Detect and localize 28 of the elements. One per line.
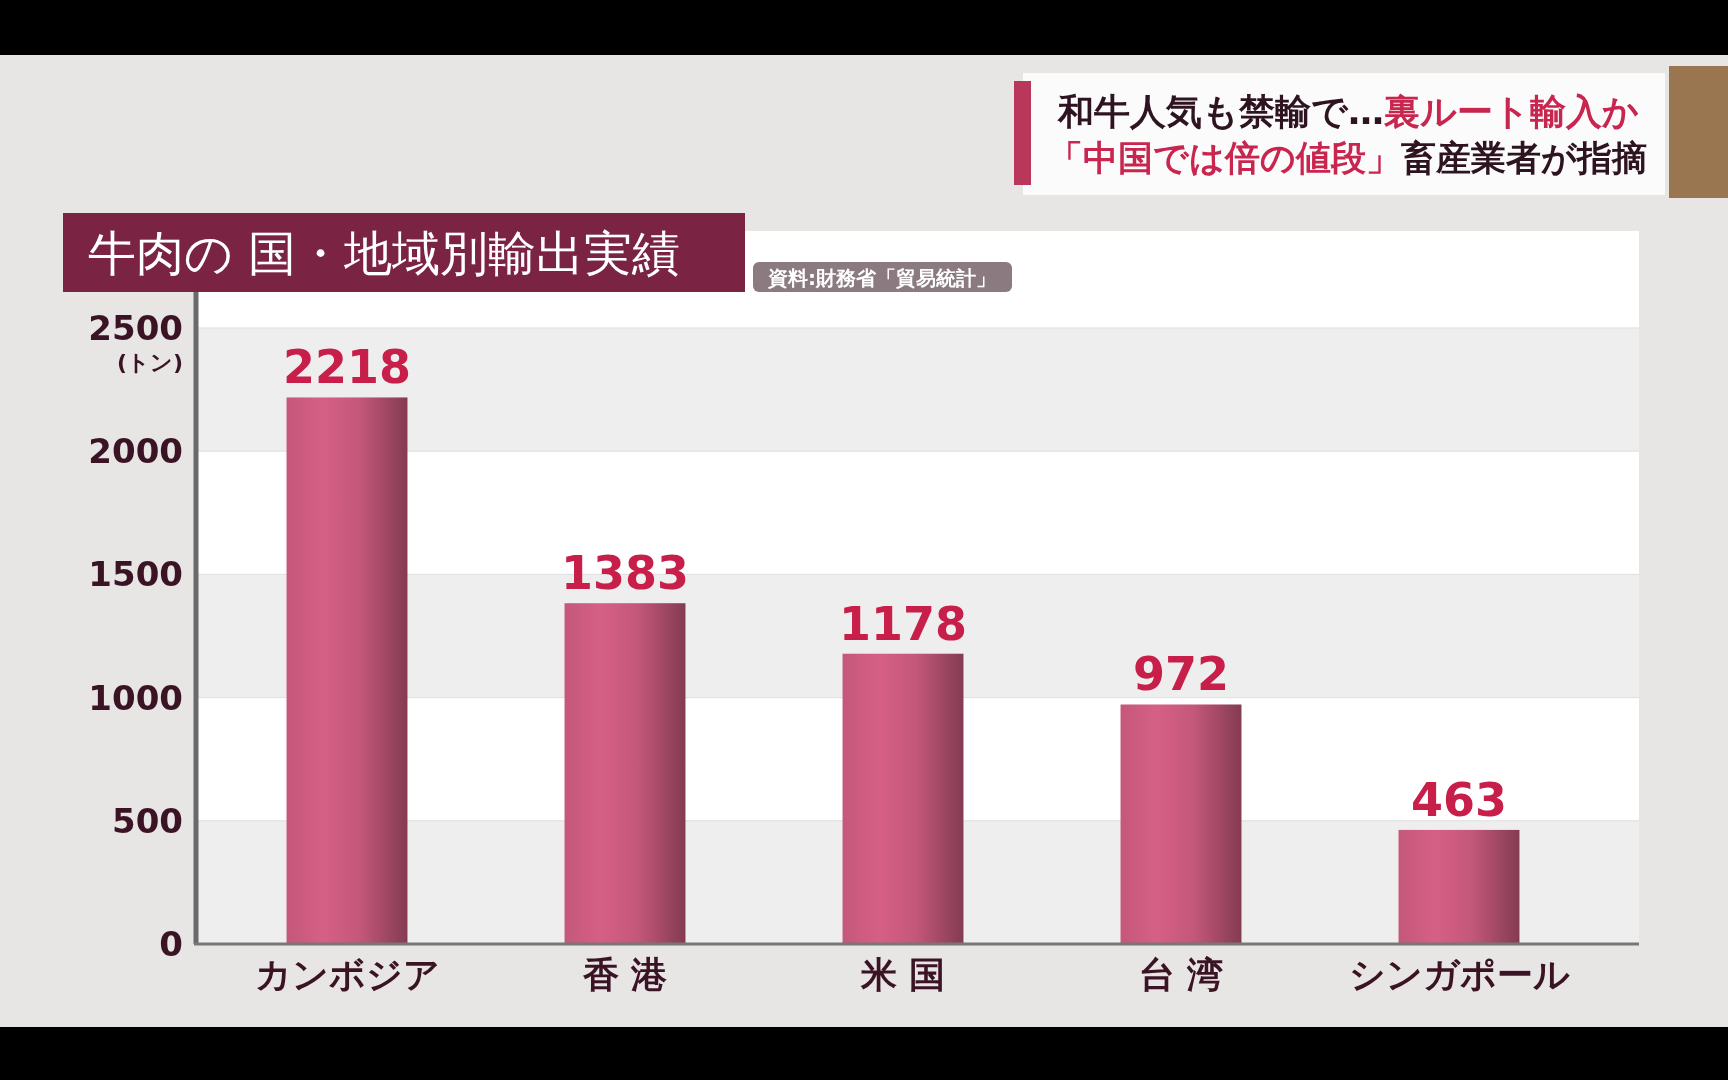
y-tick-label: 500 (112, 800, 183, 841)
data-label: 463 (1410, 772, 1508, 827)
bar (286, 397, 408, 944)
y-tick-label: 2000 (88, 431, 183, 472)
text: 資料:財務省「貿易統計」 (767, 266, 996, 290)
text: 「中国では倍の値段」 (1048, 138, 1401, 178)
text: 和牛人気も禁輸で… (1057, 90, 1384, 132)
data-label: 972 (1132, 647, 1230, 702)
x-tick-label: 香 港 (581, 953, 668, 995)
data-label: 2218 (282, 340, 412, 395)
text: 裏ルート輸入か (1383, 90, 1639, 132)
y-tick-label: 0 (159, 924, 183, 964)
bar (1120, 704, 1242, 944)
x-tick-label: シンガポール (1348, 953, 1570, 995)
data-label: 1178 (838, 596, 968, 651)
text: 畜産業者が指摘 (1401, 138, 1647, 178)
x-tick-label: 台 湾 (1138, 953, 1224, 995)
bar (564, 603, 686, 944)
y-tick-label: 1500 (88, 554, 183, 595)
y-axis-title: (トン) (116, 350, 183, 376)
bar (1398, 829, 1520, 944)
x-tick-label: カンボジア (254, 953, 440, 995)
y-tick-label: 1000 (88, 677, 183, 718)
y-tick-label: 2500 (88, 307, 183, 348)
x-tick-label: 米 国 (859, 953, 946, 995)
chart-title: 牛肉の 国・地域別輸出実績 (88, 225, 681, 281)
data-label: 1383 (560, 546, 690, 601)
bar (842, 653, 964, 944)
